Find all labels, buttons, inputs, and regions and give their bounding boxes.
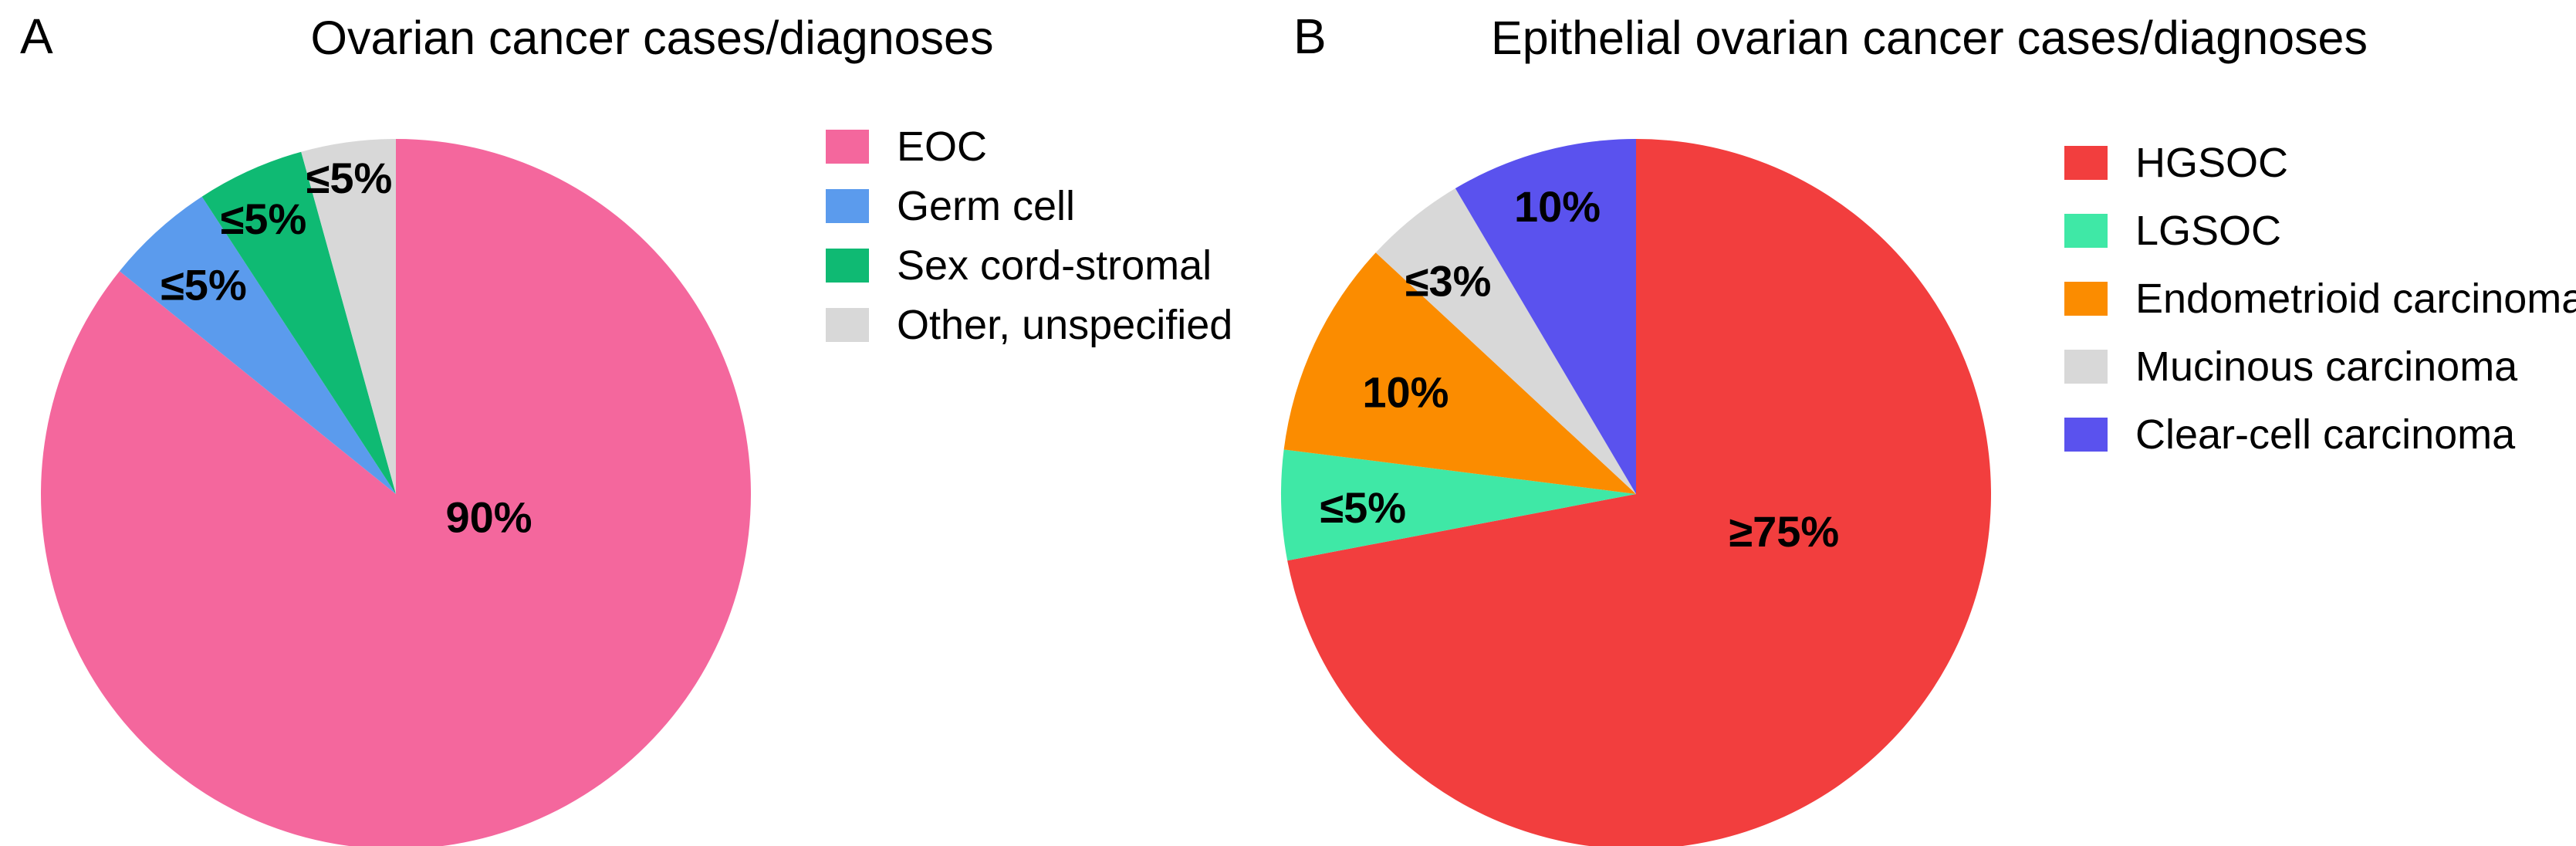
- legend-label-endometrioid: Endometrioid carcinoma: [2135, 276, 2576, 322]
- legend-label-clear-cell: Clear-cell carcinoma: [2135, 411, 2516, 458]
- pie-chart-a: 90%≤5%≤5%≤5%: [41, 139, 751, 846]
- pie-slice-germ-cell: [119, 196, 396, 495]
- chart-title-b: Epithelial ovarian cancer cases/diagnose…: [1491, 12, 2368, 64]
- legend-b: HGSOC LGSOC Endometrioid carcinoma Mucinous…: [2064, 142, 2576, 482]
- legend-swatch-clear-cell: [2064, 418, 2108, 452]
- pie-slice-hgsoc: [1287, 139, 1991, 846]
- legend-label-germ-cell: Germ cell: [897, 183, 1076, 229]
- pie-chart-b: ≥75% ≤5% 10% ≤3% 10%: [1281, 139, 1991, 846]
- legend-swatch-sex-cord-stromal: [826, 249, 869, 283]
- pie-slice-sex-cord-stromal: [201, 151, 396, 494]
- pie-slice-lgsoc: [1281, 449, 1636, 561]
- legend-item-clear-cell: Clear-cell carcinoma: [2064, 414, 2576, 455]
- pie-slice-label-mucinous: ≤3%: [1405, 257, 1492, 306]
- pie-slice-label-germ-cell: ≤5%: [161, 261, 247, 310]
- pie-slice-label-eoc: 90%: [445, 493, 532, 542]
- pie-slice-label-endometrioid: 10%: [1362, 367, 1449, 416]
- legend-label-other-unspecified: Other, unspecified: [897, 302, 1233, 348]
- pie-slice-other-unspecified: [301, 139, 396, 494]
- pie-slice-mucinous: [1375, 188, 1636, 494]
- pie-slice-label-other-unspecified: ≤5%: [306, 154, 393, 202]
- legend-swatch-hgsoc: [2064, 146, 2108, 180]
- legend-item-eoc: EOC: [826, 126, 1232, 168]
- legend-swatch-endometrioid: [2064, 282, 2108, 316]
- legend-item-other-unspecified: Other, unspecified: [826, 304, 1232, 346]
- legend-swatch-other-unspecified: [826, 308, 869, 342]
- pie-slice-label-sex-cord-stromal: ≤5%: [221, 195, 307, 243]
- legend-item-germ-cell: Germ cell: [826, 185, 1232, 227]
- legend-a: EOC Germ cell Sex cord-stromal Other, unspe…: [826, 126, 1232, 364]
- legend-label-eoc: EOC: [897, 124, 988, 170]
- legend-swatch-germ-cell: [826, 189, 869, 223]
- pie-slice-endometrioid: [1283, 252, 1636, 494]
- legend-label-lgsoc: LGSOC: [2135, 208, 2282, 254]
- panel-label-a: A: [20, 8, 53, 64]
- pie-slice-label-clear-cell: 10%: [1514, 182, 1601, 231]
- legend-item-hgsoc: HGSOC: [2064, 142, 2576, 184]
- pie-slice-eoc: [41, 139, 751, 846]
- legend-item-mucinous: Mucinous carcinoma: [2064, 346, 2576, 387]
- chart-title-a: Ovarian cancer cases/diagnoses: [310, 12, 994, 64]
- legend-item-sex-cord-stromal: Sex cord-stromal: [826, 245, 1232, 286]
- pie-slice-label-hgsoc: ≥75%: [1729, 507, 1839, 556]
- legend-label-sex-cord-stromal: Sex cord-stromal: [897, 242, 1212, 289]
- legend-swatch-eoc: [826, 130, 869, 164]
- legend-label-mucinous: Mucinous carcinoma: [2135, 343, 2518, 390]
- legend-item-endometrioid: Endometrioid carcinoma: [2064, 278, 2576, 320]
- legend-item-lgsoc: LGSOC: [2064, 210, 2576, 252]
- legend-swatch-mucinous: [2064, 350, 2108, 384]
- panel-label-b: B: [1293, 8, 1327, 64]
- legend-swatch-lgsoc: [2064, 214, 2108, 248]
- pie-slice-label-lgsoc: ≤5%: [1320, 483, 1406, 532]
- pie-slice-clear-cell: [1455, 139, 1636, 494]
- legend-label-hgsoc: HGSOC: [2135, 140, 2289, 186]
